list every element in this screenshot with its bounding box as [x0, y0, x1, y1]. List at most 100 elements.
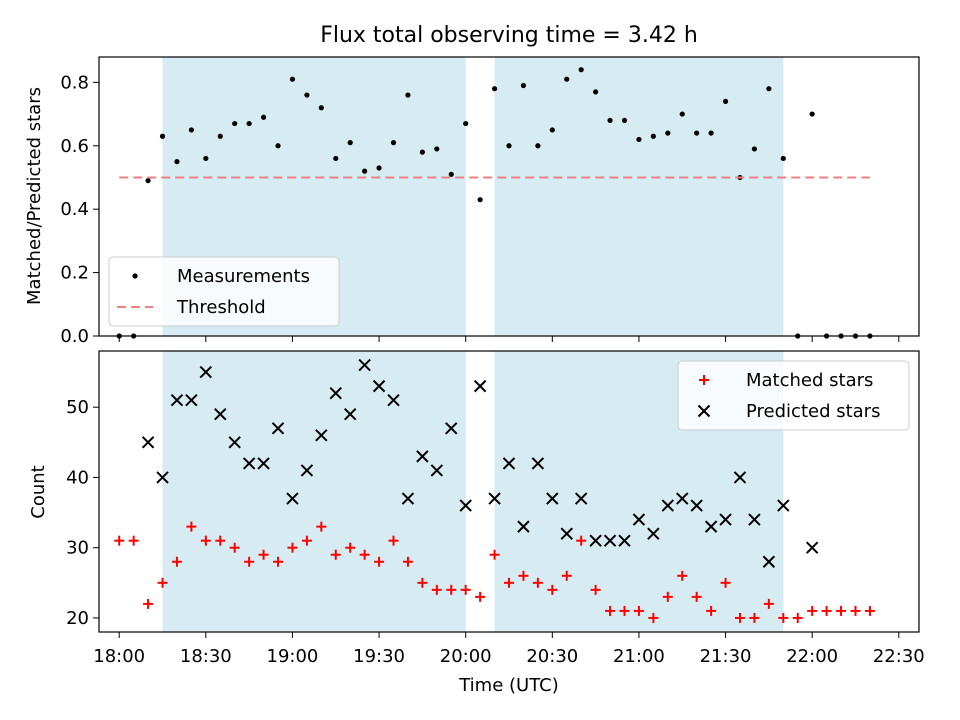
predicted-stars-point [416, 450, 429, 463]
matched-stars-point [720, 577, 731, 588]
legend-label: Measurements [177, 266, 310, 287]
matched-stars-point [807, 605, 818, 616]
top-legend-box [108, 256, 340, 327]
predicted-stars-point [315, 429, 328, 442]
matched-stars-point [532, 577, 543, 588]
measurement-point [304, 92, 310, 98]
predicted-stars-point [286, 492, 299, 505]
top-axes-frame [98, 56, 920, 337]
predicted-stars-point [242, 457, 256, 470]
legend-matched-stars-marker [699, 375, 709, 385]
predicted-stars-point [257, 457, 270, 470]
measurement-point [275, 143, 281, 149]
bottom-panel: 20 30 40 50 18:00 18:30 19:00 19:30 20:00 20:30 21… [66, 350, 925, 667]
legend-predicted-stars-marker [697, 404, 711, 418]
measurement-point [362, 168, 368, 174]
measurement-point [722, 98, 729, 104]
predicted-stars-point [401, 492, 415, 505]
matched-stars-point [157, 577, 168, 588]
predicted-stars-point [661, 499, 675, 512]
measurement-point [535, 143, 541, 149]
legend-measurements-marker [132, 273, 138, 279]
matched-stars-point [330, 549, 341, 560]
matched-stars-point [359, 549, 370, 560]
matched-stars-point [821, 605, 832, 616]
legend-label: Predicted stars [746, 401, 880, 422]
predicted-stars-point [185, 393, 198, 407]
matched-stars-point [590, 584, 601, 595]
matched-stars-point [662, 591, 673, 602]
predicted-stars-point [632, 513, 646, 526]
bottom-shaded-interval-1 [162, 351, 466, 632]
measurement-point [318, 105, 324, 111]
matched-stars-point [706, 605, 717, 616]
predicted-stars-point [704, 520, 718, 533]
predicted-stars-point [546, 492, 559, 505]
x-axis-label: Time (UTC) [458, 675, 559, 696]
predicted-stars-point [156, 471, 169, 484]
matched-stars-point [171, 556, 182, 567]
matched-stars-point [316, 521, 327, 532]
x-tick-label: 21:00 [613, 646, 665, 667]
matched-stars-point [619, 605, 630, 616]
legend-label: Matched stars [746, 370, 873, 391]
measurement-point [621, 117, 628, 124]
measurement-point [289, 76, 296, 82]
bottom-legend: Matched stars Predicted stars [677, 360, 910, 431]
predicted-stars-point [372, 379, 386, 393]
matched-stars-point [446, 584, 457, 595]
measurement-point [491, 86, 498, 92]
measurement-point [145, 178, 151, 184]
matched-stars-point [792, 612, 803, 623]
matched-stars-point [273, 556, 284, 567]
top-y-axis-label: Matched/Predicted stars [24, 87, 45, 305]
bottom-axes-frame [98, 350, 920, 633]
predicted-stars-point [676, 492, 689, 505]
measurement-point [260, 114, 267, 120]
measurement-point [578, 67, 584, 73]
matched-stars-point [402, 556, 413, 567]
predicted-stars-point [574, 492, 588, 505]
matched-stars-point [504, 577, 514, 588]
predicted-stars-point [748, 513, 761, 526]
measurement-point [232, 120, 238, 127]
measurement-point [766, 86, 772, 92]
measurement-point [246, 120, 252, 127]
predicted-stars-point [805, 541, 819, 554]
legend-label: Threshold [176, 297, 266, 318]
matched-stars-point [648, 612, 659, 623]
x-tick-label: 20:00 [440, 646, 492, 667]
matched-stars-point [114, 535, 125, 546]
predicted-stars-point [300, 464, 314, 477]
matched-stars-point [460, 584, 471, 595]
predicted-stars-point [589, 534, 602, 547]
bottom-y-tick-label: 30 [66, 538, 89, 559]
predicted-stars-point [690, 499, 703, 512]
matched-stars-point [489, 549, 500, 560]
matched-stars-point [258, 549, 269, 560]
x-tick-label: 19:30 [353, 646, 405, 667]
predicted-stars-point [445, 422, 458, 435]
measurement-point [448, 171, 454, 177]
measurement-point [217, 133, 223, 139]
measurement-point [390, 140, 397, 146]
matched-stars-point [345, 542, 356, 553]
measurement-point [506, 143, 512, 149]
predicted-stars-point [603, 534, 617, 547]
top-y-tick-label: 0.8 [60, 72, 89, 93]
x-tick-label: 19:00 [267, 646, 319, 667]
measurement-point [434, 146, 440, 152]
predicted-stars-point [618, 534, 631, 547]
matched-stars-point [244, 556, 255, 567]
x-tick-label: 21:30 [700, 646, 752, 667]
measurement-point [650, 133, 656, 139]
predicted-stars-point [329, 386, 342, 400]
measurement-point [520, 82, 527, 89]
x-tick-label: 18:00 [93, 646, 145, 667]
matched-stars-point [215, 535, 226, 546]
measurement-point [477, 197, 483, 203]
top-y-tick-label: 0.0 [60, 326, 89, 347]
measurement-point [376, 165, 382, 171]
